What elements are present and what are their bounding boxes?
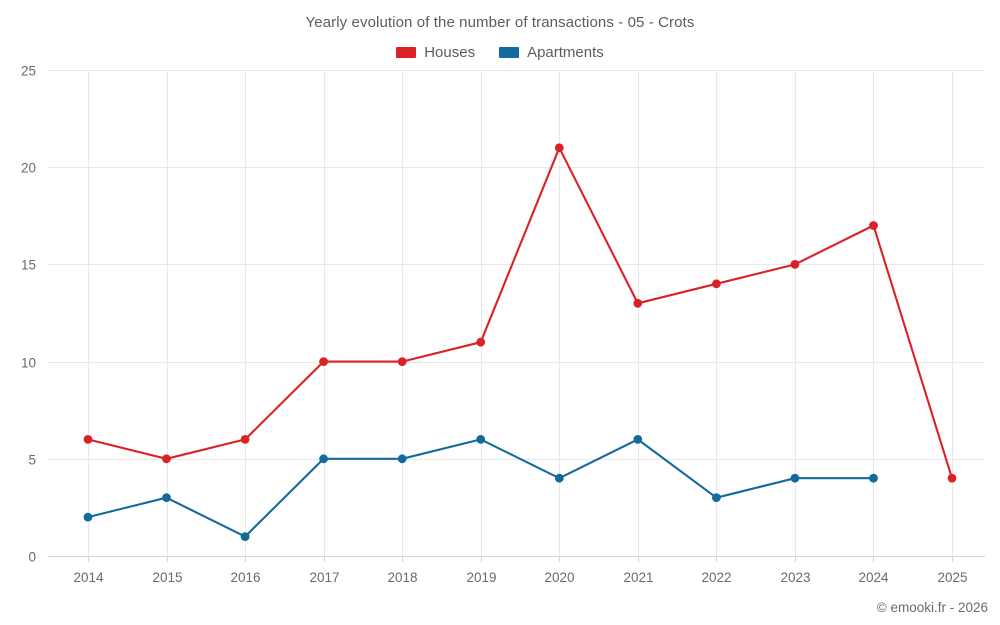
chart-title: Yearly evolution of the number of transa… xyxy=(305,14,695,31)
y-tick-label: 20 xyxy=(21,161,36,176)
x-tick-label: 2025 xyxy=(937,570,967,585)
axes xyxy=(48,556,985,562)
data-point-apartments[interactable] xyxy=(319,454,328,464)
data-point-houses[interactable] xyxy=(476,337,486,347)
x-tick-label: 2014 xyxy=(73,570,104,585)
legend-swatch-apartments xyxy=(499,47,520,58)
x-tick-label: 2016 xyxy=(230,570,260,585)
y-tick-label: 5 xyxy=(28,453,36,468)
data-point-apartments[interactable] xyxy=(869,473,878,483)
data-point-houses[interactable] xyxy=(83,435,93,444)
y-tick-label: 15 xyxy=(21,258,36,273)
data-point-houses[interactable] xyxy=(240,435,250,444)
y-tick-label: 0 xyxy=(28,550,36,565)
x-gridlines xyxy=(88,70,953,556)
data-point-houses[interactable] xyxy=(162,454,171,464)
legend-label-apartments: Apartments xyxy=(527,44,604,61)
x-tick-label: 2022 xyxy=(701,570,731,585)
legend-item-houses[interactable]: Houses xyxy=(396,44,475,61)
x-tick-label: 2023 xyxy=(780,570,810,585)
data-point-apartments[interactable] xyxy=(554,473,564,483)
x-tick-label: 2019 xyxy=(466,570,496,585)
data-point-apartments[interactable] xyxy=(83,512,93,522)
data-point-houses[interactable] xyxy=(947,473,957,483)
chart-legend: Houses Apartments xyxy=(0,44,1000,61)
data-point-apartments[interactable] xyxy=(240,532,250,541)
series-line-apartments xyxy=(86,438,875,538)
data-point-houses[interactable] xyxy=(319,357,328,366)
x-tick-label: 2020 xyxy=(544,570,574,585)
data-point-apartments[interactable] xyxy=(397,454,407,464)
data-series xyxy=(83,143,957,541)
y-tick-label: 25 xyxy=(21,64,36,79)
x-tick-label: 2024 xyxy=(858,570,889,585)
data-point-apartments[interactable] xyxy=(162,493,171,503)
data-point-houses[interactable] xyxy=(397,357,407,366)
data-point-apartments[interactable] xyxy=(712,493,721,503)
legend-swatch-houses xyxy=(396,47,417,58)
series-line-houses xyxy=(86,146,954,480)
data-point-houses[interactable] xyxy=(869,221,878,230)
legend-item-apartments[interactable]: Apartments xyxy=(499,44,604,61)
data-point-apartments[interactable] xyxy=(476,435,486,444)
footer-credit: © emooki.fr - 2026 xyxy=(876,600,988,615)
data-point-apartments[interactable] xyxy=(633,435,643,444)
data-point-apartments[interactable] xyxy=(790,473,800,483)
data-point-houses[interactable] xyxy=(554,143,564,153)
x-tick-labels: 2014 2015 2016 2017 2018 2019 2020 2021 2022 2023… xyxy=(73,570,967,585)
legend-label-houses: Houses xyxy=(424,44,476,61)
gridlines xyxy=(48,70,985,557)
y-tick-label: 10 xyxy=(21,356,36,371)
data-point-houses[interactable] xyxy=(712,279,721,289)
x-tick-label: 2021 xyxy=(623,570,653,585)
x-tick-label: 2018 xyxy=(387,570,417,585)
y-tick-labels: 0 5 10 15 20 25 xyxy=(21,64,36,565)
x-tick-label: 2015 xyxy=(152,570,182,585)
data-point-houses[interactable] xyxy=(790,260,800,269)
data-point-houses[interactable] xyxy=(633,298,643,308)
x-tick-label: 2017 xyxy=(309,570,339,585)
